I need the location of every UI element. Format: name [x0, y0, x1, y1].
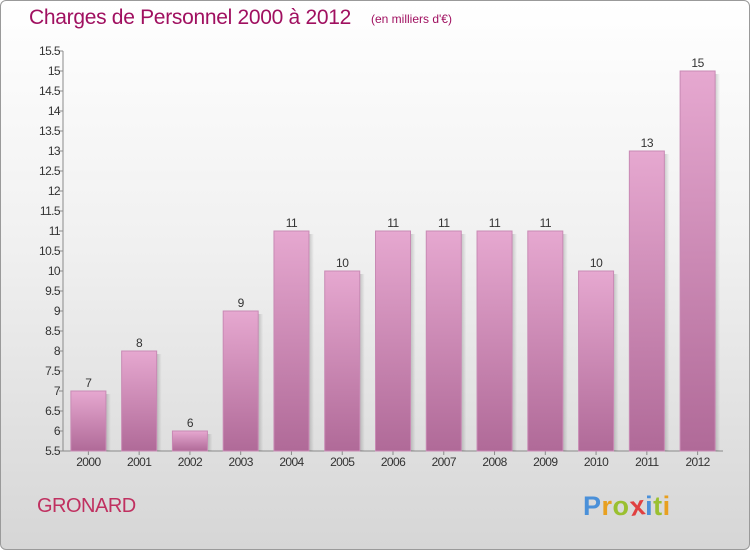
logo-letter: i [645, 491, 654, 521]
logo-letter: t [653, 491, 663, 521]
x-tick-label: 2011 [635, 455, 659, 469]
y-tick-label: 11.5 [40, 204, 61, 218]
bar-shadow [258, 314, 264, 451]
x-tick-label: 2001 [127, 455, 152, 469]
bar-shadow [715, 74, 721, 451]
x-tick-label: 2012 [685, 455, 710, 469]
x-tick-label: 2003 [229, 455, 254, 469]
y-tick-label: 13 [48, 144, 61, 158]
bar [527, 230, 564, 452]
bar [273, 230, 310, 452]
y-tick-label: 14.5 [39, 84, 61, 98]
y-tick-label: 13.5 [39, 124, 61, 138]
bar-shadow [308, 234, 314, 451]
x-tick-label: 2000 [76, 455, 101, 469]
bar-shadow [613, 274, 619, 451]
value-label: 11 [286, 216, 298, 230]
x-tick-label: 2005 [330, 455, 355, 469]
y-tick-label: 10.5 [39, 244, 61, 258]
bar-shadow [461, 234, 467, 451]
y-tick-label: 7.5 [45, 364, 61, 378]
value-label: 11 [489, 216, 501, 230]
y-tick-label: 14 [48, 104, 61, 118]
y-tick-label: 5.5 [45, 444, 61, 458]
x-tick-label: 2007 [432, 455, 457, 469]
bar [679, 70, 716, 452]
bar-shadow [512, 234, 518, 451]
y-tick-label: 10 [48, 264, 61, 278]
x-tick-label: 2004 [279, 455, 304, 469]
y-tick-label: 6 [54, 424, 61, 438]
value-labels: 7 8 6 9 11 10 11 11 11 11 10 13 15 [85, 56, 705, 430]
bar [324, 270, 361, 452]
value-label: 11 [438, 216, 450, 230]
bar [375, 230, 411, 452]
y-tick-label: 9 [54, 304, 61, 318]
x-tick-label: 2009 [533, 455, 558, 469]
value-label: 11 [387, 216, 399, 230]
bar [578, 270, 615, 452]
value-label: 11 [540, 216, 552, 230]
y-tick-label: 15.5 [39, 44, 61, 58]
x-tick-label: 2006 [381, 455, 406, 469]
value-label: 7 [85, 376, 92, 390]
x-tick-label: 2008 [482, 455, 507, 469]
value-label: 13 [641, 136, 654, 150]
x-tick-label: 2010 [584, 455, 609, 469]
bar [70, 390, 107, 452]
y-tick-label: 12.5 [39, 164, 61, 178]
bar-shadow [105, 394, 111, 451]
bar [425, 230, 462, 452]
logo-letter: r [601, 491, 613, 521]
bar-shadow [410, 234, 416, 451]
chart-subtitle: (en milliers d'€) [371, 12, 452, 26]
logo-letter: P [583, 491, 602, 521]
bar [171, 430, 208, 452]
value-label: 10 [336, 256, 349, 270]
commune-name: GRONARD [37, 495, 136, 517]
bar [628, 150, 665, 452]
bar-shadow [359, 274, 365, 451]
chart-title: Charges de Personnel 2000 à 2012 [29, 6, 351, 29]
y-tick-label: 11 [49, 224, 61, 238]
y-tick-label: 15 [48, 64, 61, 78]
bar [222, 310, 259, 452]
bar-shadow [664, 154, 670, 451]
logo-letter: i [662, 491, 671, 521]
value-label: 10 [590, 256, 603, 270]
bar [121, 350, 158, 452]
bar-shadow [562, 234, 568, 451]
x-tick-label: 2002 [178, 455, 203, 469]
value-label: 8 [136, 336, 143, 350]
bar-shadow [207, 434, 213, 451]
value-label: 15 [691, 56, 704, 70]
y-tick-label: 8 [54, 344, 61, 358]
bar [476, 230, 513, 452]
y-tick-label: 6.5 [45, 404, 61, 418]
proxiti-logo: Proxiti [583, 490, 671, 522]
y-tick-label: 9.5 [45, 284, 61, 298]
y-tick-label: 7 [54, 384, 61, 398]
bars [70, 70, 721, 452]
y-tick-label: 8.5 [45, 324, 61, 338]
bar-shadow [156, 354, 162, 451]
logo-letter: o [612, 491, 630, 521]
value-label: 6 [187, 416, 194, 430]
y-tick-label: 12 [48, 184, 61, 198]
value-label: 9 [238, 296, 245, 310]
